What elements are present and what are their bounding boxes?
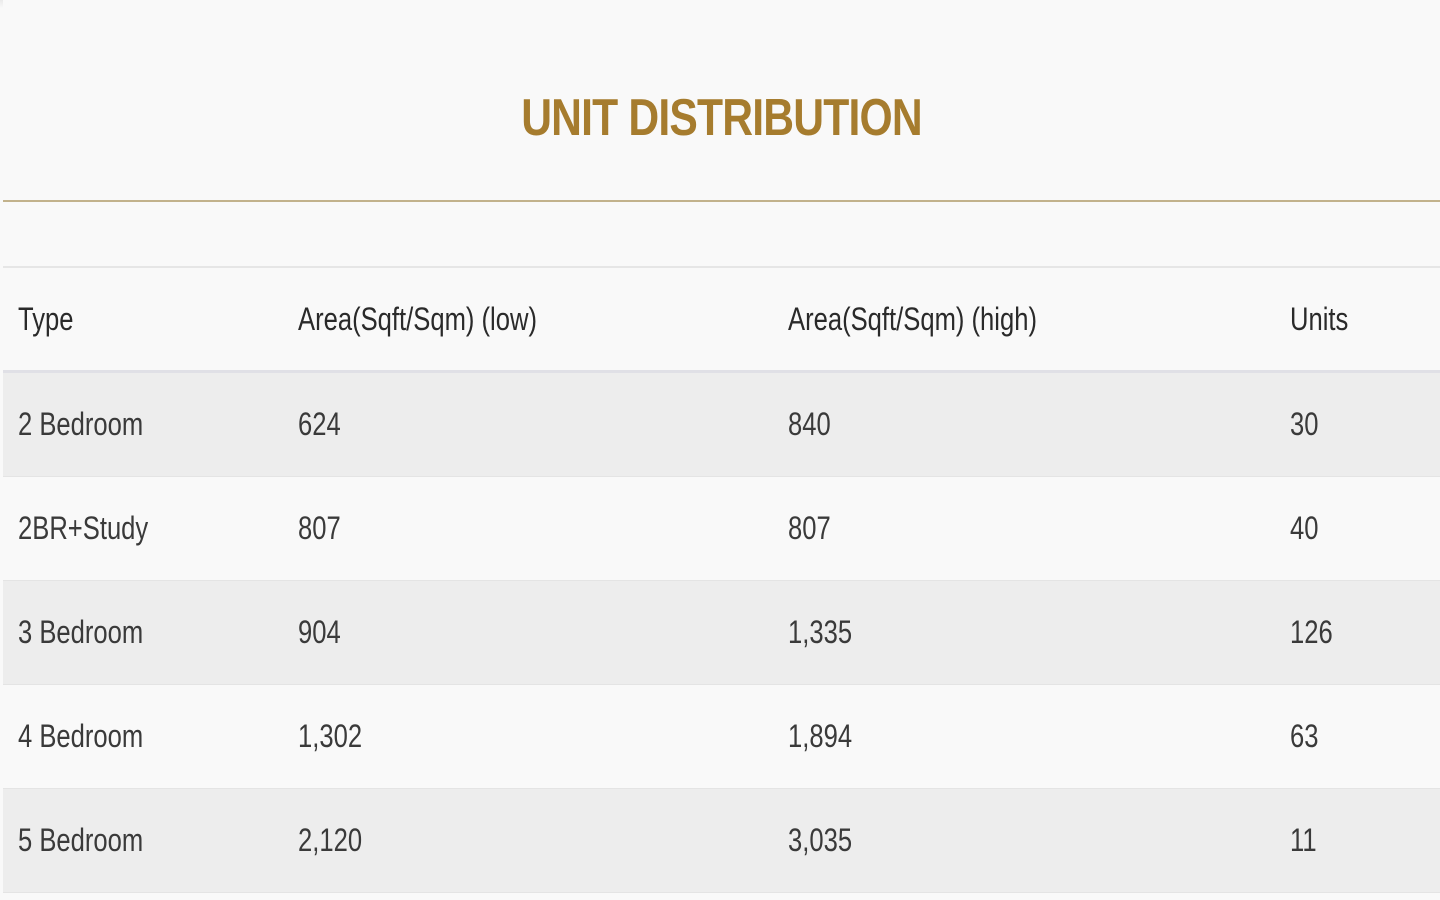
cell-area-high-text: 3,035	[788, 822, 853, 858]
cell-units-text: 30	[1290, 406, 1319, 442]
cell-area-low: 904	[283, 580, 773, 685]
column-header-units-label: Units	[1290, 300, 1349, 337]
table-header-row: Type Area(Sqft/Sqm) (low) Area(Sqft/Sqm)…	[3, 268, 1440, 373]
cell-units: 40	[1275, 476, 1440, 581]
column-header-type: Type	[3, 268, 283, 373]
cell-units-text: 126	[1290, 614, 1333, 650]
section-title: UNIT DISTRIBUTION	[521, 89, 922, 147]
cell-area-high-text: 807	[788, 510, 831, 546]
table-row: 2BR+Study 807 807 40	[3, 476, 1440, 581]
cell-area-high-text: 840	[788, 406, 831, 442]
table-row: 5 Bedroom 2,120 3,035 11	[3, 788, 1440, 893]
cell-units: 30	[1275, 371, 1440, 477]
column-header-area-low-label: Area(Sqft/Sqm) (low)	[298, 300, 537, 337]
cell-type: 3 Bedroom	[3, 580, 283, 685]
cell-units: 126	[1275, 580, 1440, 685]
cell-area-low-text: 807	[298, 510, 341, 546]
cell-units: 11	[1275, 788, 1440, 893]
table-row: 4 Bedroom 1,302 1,894 63	[3, 684, 1440, 789]
cell-area-low: 807	[283, 476, 773, 581]
cell-area-low-text: 2,120	[298, 822, 363, 858]
column-header-units: Units	[1275, 268, 1440, 373]
column-header-area-high: Area(Sqft/Sqm) (high)	[773, 268, 1275, 373]
cell-area-low-text: 904	[298, 614, 341, 650]
cell-area-low-text: 1,302	[298, 718, 363, 754]
cell-area-high: 840	[773, 371, 1275, 477]
cell-area-low: 1,302	[283, 684, 773, 789]
cell-type-text: 2BR+Study	[18, 510, 149, 546]
cell-type-text: 3 Bedroom	[18, 614, 144, 650]
cell-area-high: 3,035	[773, 788, 1275, 893]
cell-area-high-text: 1,894	[788, 718, 853, 754]
table-row: 3 Bedroom 904 1,335 126	[3, 580, 1440, 685]
column-header-area-low: Area(Sqft/Sqm) (low)	[283, 268, 773, 373]
title-divider	[3, 200, 1440, 202]
cell-units-text: 11	[1290, 822, 1317, 858]
unit-distribution-panel: UNIT DISTRIBUTION Type Area(Sqft/Sqm) (l…	[3, 0, 1440, 900]
cell-area-low: 2,120	[283, 788, 773, 893]
cell-type-text: 4 Bedroom	[18, 718, 144, 754]
cell-area-high: 1,335	[773, 580, 1275, 685]
cell-area-high: 807	[773, 476, 1275, 581]
cell-area-low: 624	[283, 371, 773, 477]
unit-distribution-table-wrap: Type Area(Sqft/Sqm) (low) Area(Sqft/Sqm)…	[3, 266, 1440, 893]
cell-type: 4 Bedroom	[3, 684, 283, 789]
cell-area-high: 1,894	[773, 684, 1275, 789]
cell-units-text: 40	[1290, 510, 1319, 546]
cell-type-text: 2 Bedroom	[18, 406, 144, 442]
cell-area-high-text: 1,335	[788, 614, 853, 650]
cell-units-text: 63	[1290, 718, 1319, 754]
cell-type: 2BR+Study	[3, 476, 283, 581]
unit-distribution-table: Type Area(Sqft/Sqm) (low) Area(Sqft/Sqm)…	[3, 268, 1440, 893]
cell-units: 63	[1275, 684, 1440, 789]
column-header-area-high-label: Area(Sqft/Sqm) (high)	[788, 300, 1037, 337]
column-header-type-label: Type	[18, 300, 74, 337]
cell-type: 5 Bedroom	[3, 788, 283, 893]
table-row: 2 Bedroom 624 840 30	[3, 371, 1440, 477]
cell-type: 2 Bedroom	[3, 371, 283, 477]
cell-type-text: 5 Bedroom	[18, 822, 144, 858]
cell-area-low-text: 624	[298, 406, 341, 442]
